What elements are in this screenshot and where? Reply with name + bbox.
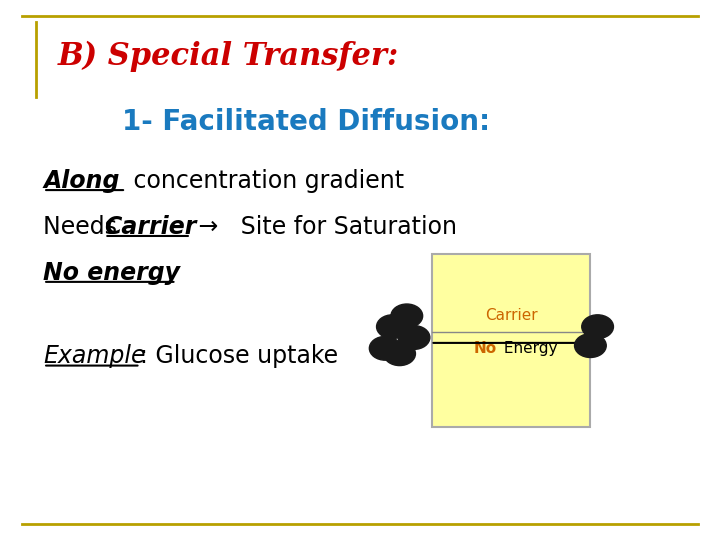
Circle shape (377, 315, 408, 339)
Circle shape (582, 315, 613, 339)
Circle shape (575, 334, 606, 357)
Text: Example: Example (43, 345, 145, 368)
FancyBboxPatch shape (432, 254, 590, 427)
Text: concentration gradient: concentration gradient (126, 169, 404, 193)
Text: Along: Along (43, 169, 120, 193)
Text: Needs: Needs (43, 215, 125, 239)
Circle shape (398, 326, 430, 349)
Text: No: No (474, 341, 497, 356)
Text: B) Special Transfer:: B) Special Transfer: (58, 41, 399, 72)
Text: 1- Facilitated Diffusion:: 1- Facilitated Diffusion: (122, 107, 490, 136)
Text: No energy: No energy (43, 261, 180, 285)
Text: Carrier: Carrier (485, 308, 538, 323)
Circle shape (391, 304, 423, 328)
Circle shape (384, 342, 415, 366)
Text: : Glucose uptake: : Glucose uptake (140, 345, 338, 368)
Text: Carrier: Carrier (104, 215, 197, 239)
Text: Energy: Energy (499, 341, 557, 356)
Circle shape (369, 336, 401, 360)
Text: →   Site for Saturation: → Site for Saturation (191, 215, 456, 239)
